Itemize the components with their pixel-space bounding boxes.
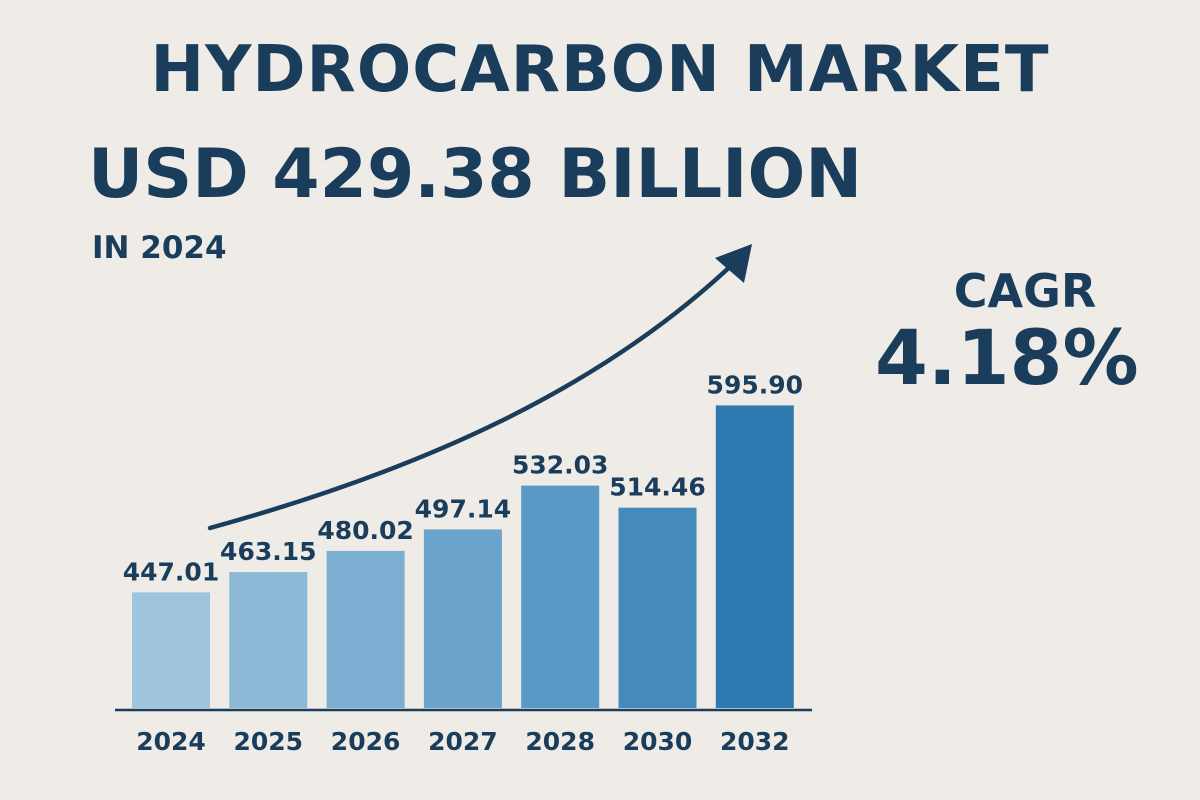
bar-value-label: 514.46 (609, 473, 705, 502)
bar-value-label: 532.03 (512, 451, 608, 480)
bar-value-label: 497.14 (415, 494, 511, 523)
x-tick-label: 2026 (331, 727, 401, 756)
chart-title: HYDROCARBON MARKET (150, 33, 1050, 107)
cagr-label: CAGR (953, 264, 1097, 318)
market-size-headline: USD 429.38 BILLION (88, 135, 863, 214)
trend-arrow (207, 259, 738, 531)
bar-value-label: 447.01 (123, 557, 219, 586)
trend-arrow-head (715, 244, 752, 283)
x-tick-label: 2032 (720, 727, 790, 756)
bar-2028 (521, 485, 600, 708)
market-size-year: IN 2024 (92, 230, 227, 266)
bar-2024 (132, 592, 210, 708)
bar-value-label: 463.15 (220, 537, 316, 566)
x-tick-label: 2024 (136, 727, 206, 756)
bar-2030 (618, 507, 697, 708)
x-tick-label: 2028 (525, 727, 595, 756)
bar-value-label: 595.90 (707, 370, 803, 399)
x-tick-label: 2025 (234, 727, 304, 756)
bar-value-label: 480.02 (317, 516, 413, 545)
bars-group: 447.01 2024 463.15 2025 480.02 2026 497.14 2027… (123, 370, 803, 756)
bar-2032 (715, 405, 794, 708)
bar-2025 (229, 572, 308, 708)
cagr-value: 4.18% (875, 313, 1139, 402)
bar-2026 (326, 550, 405, 708)
x-tick-label: 2030 (623, 727, 693, 756)
x-tick-label: 2027 (428, 727, 498, 756)
bar-2027 (423, 529, 502, 708)
